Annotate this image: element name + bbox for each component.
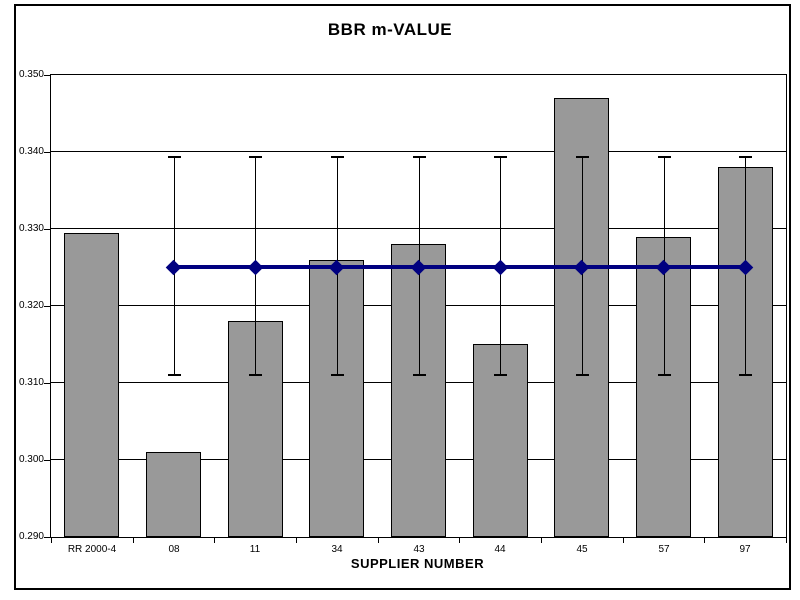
error-bar-cap-bottom [413,374,426,376]
bar [636,237,691,537]
error-bar-cap-bottom [739,374,752,376]
x-axis-category-label: 34 [331,544,343,555]
y-gridline [51,151,786,152]
error-bar-cap-bottom [658,374,671,376]
error-bar-cap-top [413,156,426,158]
bar [391,244,446,537]
x-axis-tick [623,538,624,543]
y-axis-tick-label: 0.330 [18,223,44,234]
bar [554,98,609,537]
bar [64,233,119,537]
error-bar-cap-top [658,156,671,158]
x-axis-tick [378,538,379,543]
y-axis-tick [44,75,50,76]
x-axis-tick [459,538,460,543]
y-axis-tick-label: 0.310 [18,377,44,388]
error-bar-cap-bottom [576,374,589,376]
x-axis-category-label: 43 [413,544,425,555]
x-axis-tick [133,538,134,543]
x-axis-tick [214,538,215,543]
y-axis-tick [44,229,50,230]
diamond-marker [165,259,182,275]
y-axis-tick-label: 0.320 [18,300,44,311]
mean-line [174,265,746,269]
diamond-marker [247,259,264,275]
error-bar-cap-bottom [331,374,344,376]
y-axis-tick [44,460,50,461]
y-axis-tick-label: 0.340 [18,146,44,157]
x-axis-tick [51,538,52,543]
error-bar-cap-bottom [168,374,181,376]
y-axis-tick-label: 0.300 [18,454,44,465]
error-bar-cap-top [168,156,181,158]
y-gridline [51,228,786,229]
chart-title: BBR m-VALUE [327,20,453,39]
y-axis-tick [44,306,50,307]
x-axis-tick [296,538,297,543]
bar [309,260,364,537]
x-axis-category-label: 97 [739,544,751,555]
y-axis-tick [44,383,50,384]
y-axis-tick-label: 0.350 [18,69,44,80]
error-bar-cap-top [576,156,589,158]
x-axis-category-label: RR 2000-4 [67,544,117,555]
x-axis-tick [786,538,787,543]
y-axis-tick-label: 0.290 [18,531,44,542]
x-axis-tick [541,538,542,543]
diamond-marker [492,259,509,275]
x-axis-category-label: 57 [658,544,670,555]
error-bar-cap-top [331,156,344,158]
x-axis-category-label: 11 [249,544,261,555]
y-axis-tick [44,537,50,538]
x-axis-category-label: 45 [576,544,588,555]
x-axis-tick [704,538,705,543]
x-axis-title: SUPPLIER NUMBER [350,556,485,571]
plot-area [50,74,787,538]
error-bar-cap-top [494,156,507,158]
y-axis-tick [44,152,50,153]
x-axis-category-label: 44 [494,544,506,555]
x-axis-category-label: 08 [168,544,180,555]
error-bar-cap-bottom [249,374,262,376]
error-bar-cap-top [739,156,752,158]
error-bar-cap-top [249,156,262,158]
bar [146,452,201,537]
error-bar-cap-bottom [494,374,507,376]
